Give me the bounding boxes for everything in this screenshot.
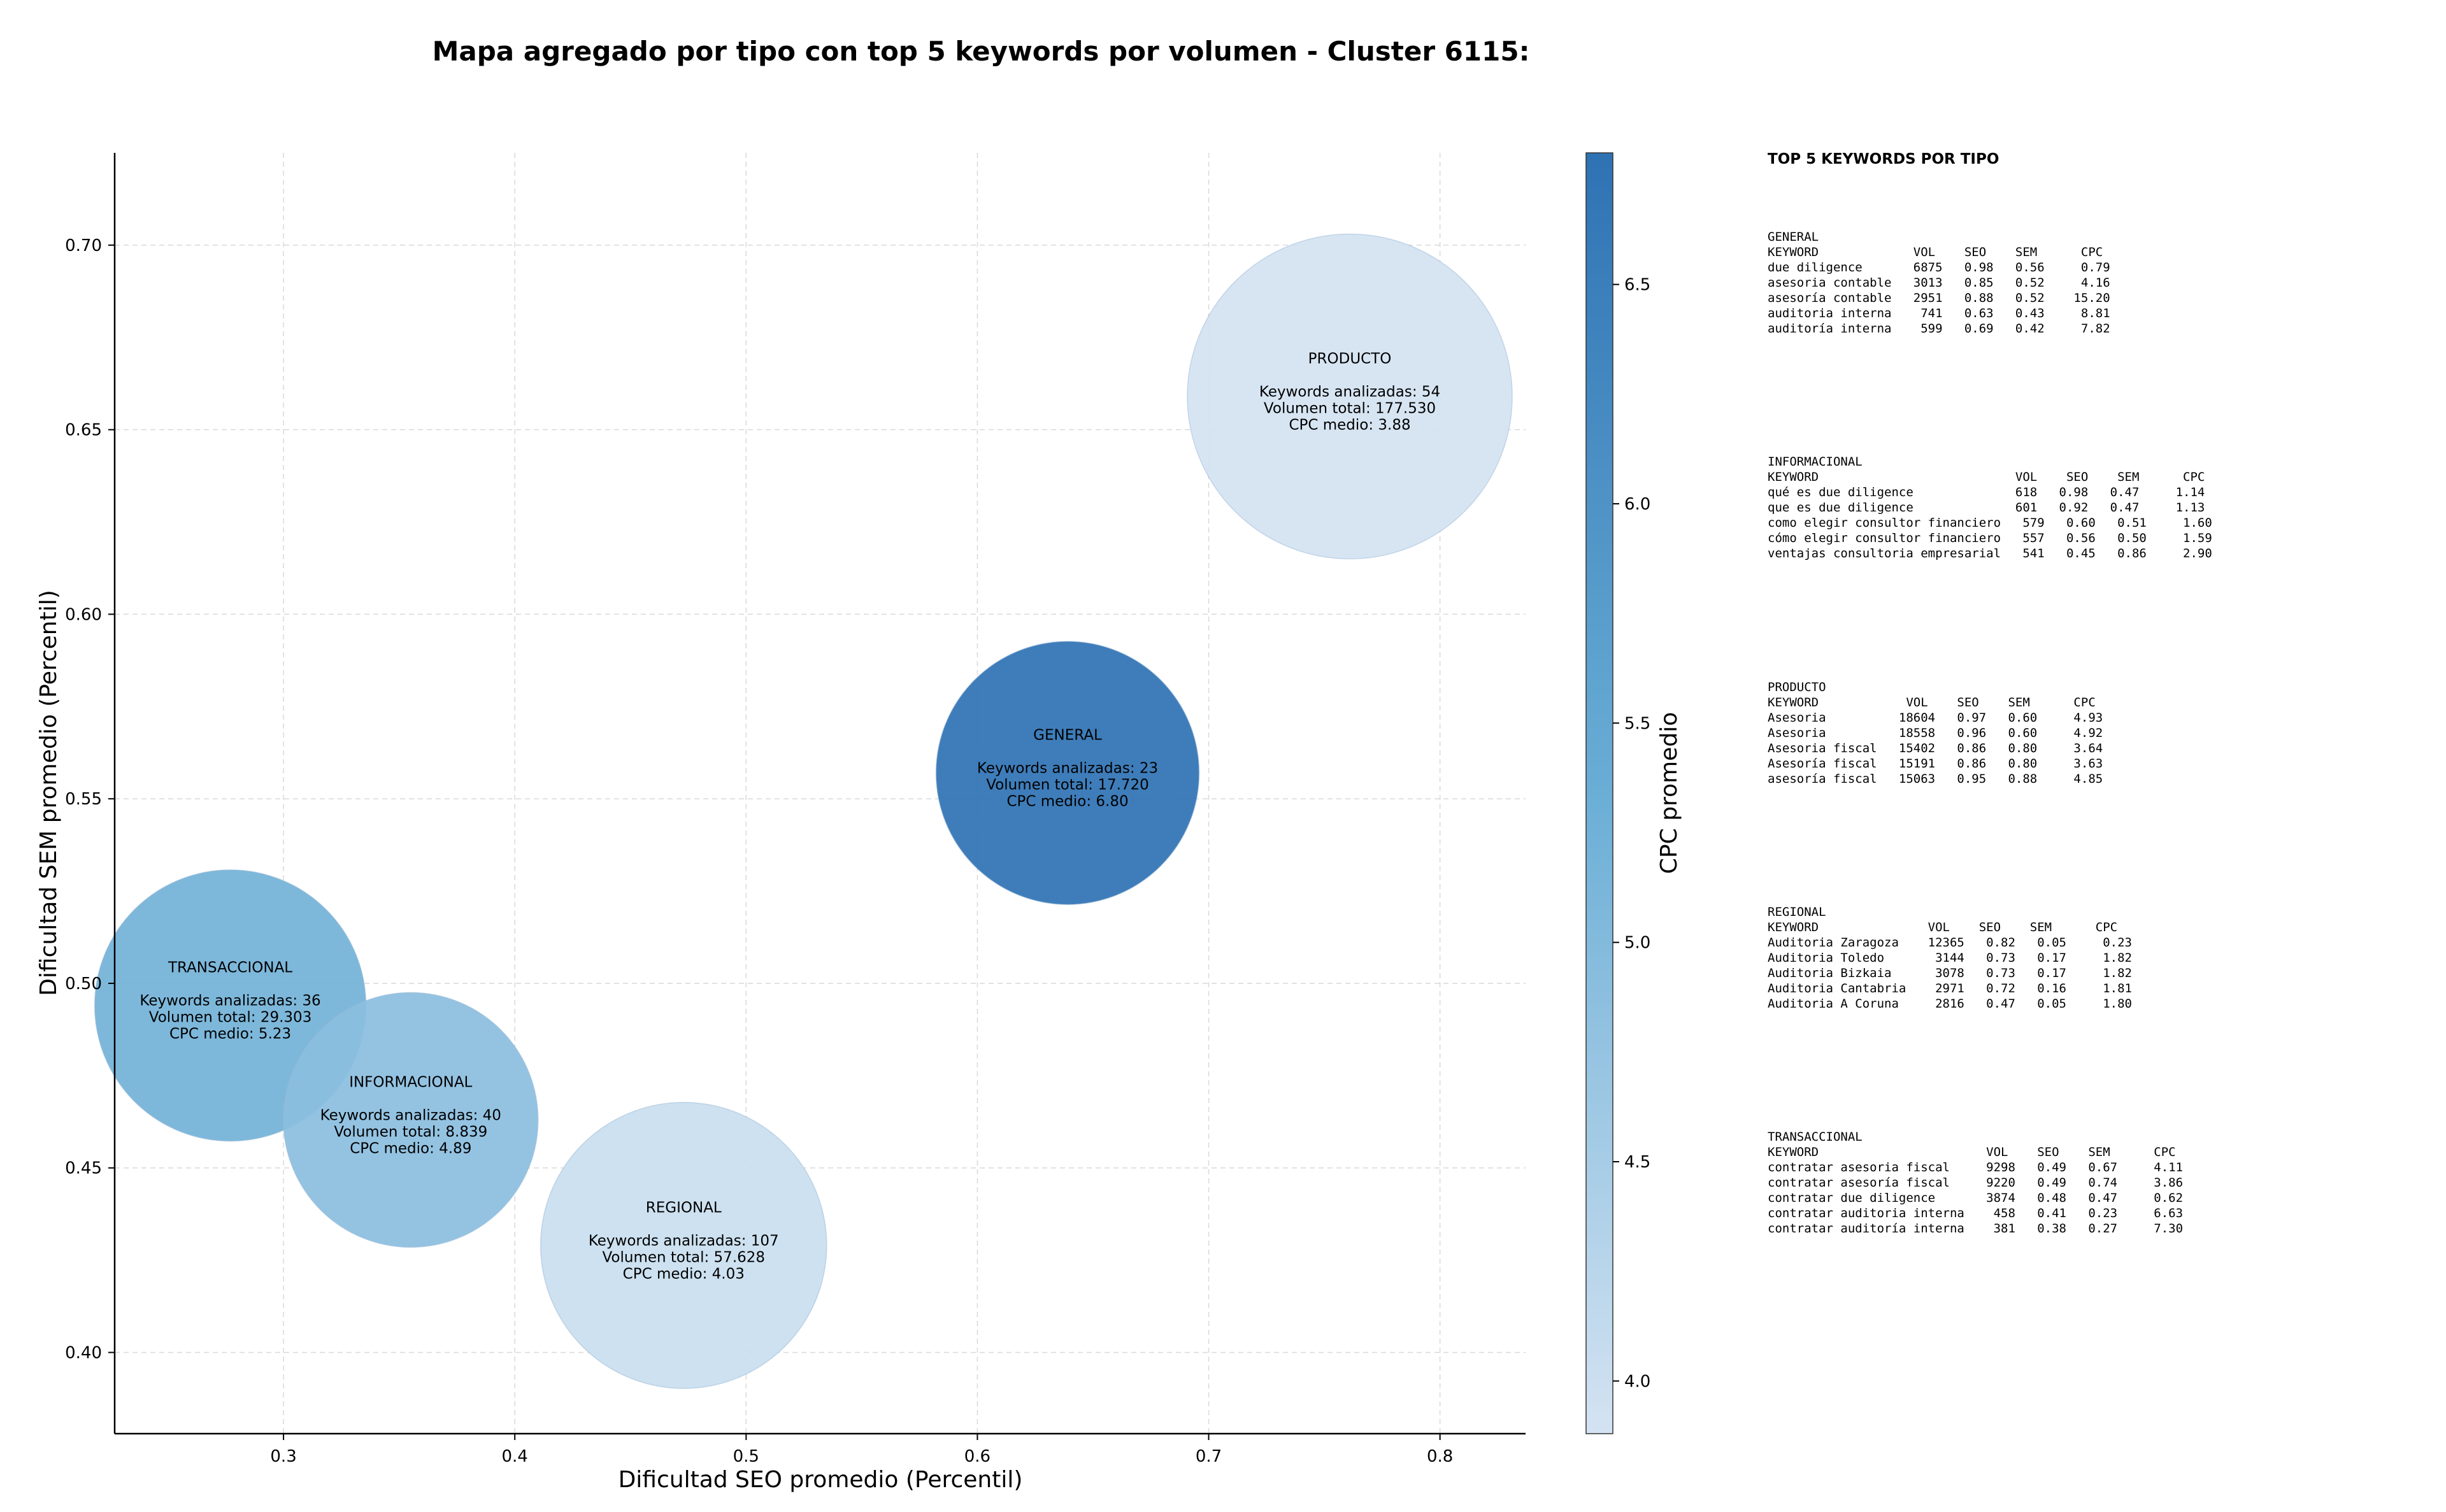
bubble-stat: Volumen total: 177.530 bbox=[1264, 400, 1436, 417]
keyword-table-row: qué es due diligence 618 0.98 0.47 1.14 bbox=[1768, 485, 2205, 499]
y-tick-label: 0.65 bbox=[65, 421, 102, 440]
colorbar-tick-label: 5.0 bbox=[1624, 934, 1650, 953]
bubble-label: TRANSACCIONAL bbox=[168, 960, 292, 976]
x-axis-label: Dificultad SEO promedio (Percentil) bbox=[619, 1467, 1023, 1493]
keyword-table-heading: GENERAL bbox=[1768, 230, 1819, 244]
keyword-table-row: auditoria interna 741 0.63 0.43 8.81 bbox=[1768, 306, 2110, 320]
keyword-table-row: contratar auditoría interna 381 0.38 0.2… bbox=[1768, 1222, 2184, 1236]
bubble-stat: CPC medio: 3.88 bbox=[1289, 417, 1410, 433]
colorbar-gradient bbox=[1585, 152, 1613, 1434]
keyword-table: REGIONAL KEYWORD VOL SEO SEM CPC Auditoria… bbox=[1768, 904, 2132, 1011]
keyword-table-row: como elegir consultor financiero 579 0.6… bbox=[1768, 516, 2212, 530]
keyword-table-row: Auditoria Cantabria 2971 0.72 0.16 1.81 bbox=[1768, 981, 2132, 995]
colorbar-tick-label: 4.5 bbox=[1624, 1153, 1650, 1172]
bubble-stat: CPC medio: 4.89 bbox=[350, 1140, 471, 1157]
keyword-table-row: Asesoria 18558 0.96 0.60 4.92 bbox=[1768, 726, 2103, 740]
keyword-table-row: Asesoria 18604 0.97 0.60 4.93 bbox=[1768, 711, 2103, 725]
x-tick-label: 0.7 bbox=[1196, 1447, 1222, 1466]
bubble-stat: Keywords analizadas: 23 bbox=[977, 760, 1158, 777]
bubble-stat: Keywords analizadas: 54 bbox=[1259, 383, 1440, 400]
ticks: 0.3 0.4 0.5 0.6 0.7 0.8 0.40 0.45 0.50 0.55 0.60 0.… bbox=[65, 236, 1453, 1466]
keyword-table: INFORMACIONAL KEYWORD VOL SEO SEM CPC qué … bbox=[1768, 454, 2212, 561]
keyword-table-header: KEYWORD VOL SEO SEM CPC bbox=[1768, 470, 2205, 484]
keyword-table-row: Auditoria Toledo 3144 0.73 0.17 1.82 bbox=[1768, 951, 2132, 965]
y-tick-label: 0.40 bbox=[65, 1344, 102, 1363]
bubble-stat: Keywords analizadas: 107 bbox=[589, 1232, 779, 1249]
keyword-table-row: contratar due diligence 3874 0.48 0.47 0… bbox=[1768, 1191, 2184, 1205]
bubble-stat: CPC medio: 6.80 bbox=[1006, 794, 1128, 810]
top-keywords-panel: TOP 5 KEYWORDS POR TIPO GENERAL KEYWORD V… bbox=[1768, 150, 2430, 1236]
keyword-table-heading: INFORMACIONAL bbox=[1768, 455, 1863, 469]
bubble-stat: Keywords analizadas: 40 bbox=[320, 1107, 501, 1123]
keyword-table-header: KEYWORD VOL SEO SEM CPC bbox=[1768, 245, 2103, 259]
keyword-table-heading: TRANSACCIONAL bbox=[1768, 1130, 1863, 1144]
x-tick-label: 0.6 bbox=[964, 1447, 991, 1466]
keyword-table-row: contratar asesoria fiscal 9298 0.49 0.67… bbox=[1768, 1160, 2184, 1174]
bubble-stat: Keywords analizadas: 36 bbox=[139, 993, 320, 1009]
y-tick-label: 0.50 bbox=[65, 974, 102, 994]
top-keywords-title: TOP 5 KEYWORDS POR TIPO bbox=[1768, 151, 1999, 168]
colorbar-tick-label: 6.5 bbox=[1624, 276, 1650, 295]
y-tick-label: 0.55 bbox=[65, 790, 102, 809]
keyword-table-row: Asesoria fiscal 15402 0.86 0.80 3.64 bbox=[1768, 741, 2103, 755]
keyword-table-row: asesoría contable 2951 0.88 0.52 15.20 bbox=[1768, 291, 2110, 305]
colorbar-label: CPC promedio bbox=[1656, 712, 1682, 874]
bubble-regional: REGIONAL Keywords analizadas: 107Volumen … bbox=[540, 1102, 827, 1389]
keyword-table-row: due diligence 6875 0.98 0.56 0.79 bbox=[1768, 260, 2110, 275]
y-tick-label: 0.60 bbox=[65, 605, 102, 624]
bubble-stat: CPC medio: 5.23 bbox=[169, 1026, 291, 1043]
bubble-label: GENERAL bbox=[1033, 727, 1102, 744]
y-axis-label: Dificultad SEM promedio (Percentil) bbox=[36, 590, 62, 996]
bubble-informacional: INFORMACIONAL Keywords analizadas: 40Volu… bbox=[283, 992, 539, 1248]
bubble-stat: Volumen total: 17.720 bbox=[986, 777, 1149, 794]
bubble-stat: Volumen total: 8.839 bbox=[334, 1123, 487, 1140]
colorbar-tick-label: 4.0 bbox=[1624, 1372, 1650, 1391]
keyword-table-row: asesoria contable 3013 0.85 0.52 4.16 bbox=[1768, 276, 2110, 290]
colorbar-tick-label: 5.5 bbox=[1624, 714, 1650, 733]
keyword-table-row: Auditoria A Coruna 2816 0.47 0.05 1.80 bbox=[1768, 997, 2132, 1011]
bubble-mark bbox=[540, 1102, 827, 1389]
keyword-table-row: Auditoria Zaragoza 12365 0.82 0.05 0.23 bbox=[1768, 936, 2132, 950]
chart-title: Mapa agregado por tipo con top 5 keyword… bbox=[433, 36, 1530, 67]
keyword-table-row: cómo elegir consultor financiero 557 0.5… bbox=[1768, 531, 2212, 545]
x-tick-label: 0.8 bbox=[1427, 1447, 1453, 1466]
bubble-stat: Volumen total: 29.303 bbox=[149, 1009, 312, 1026]
keyword-table-row: contratar auditoria interna 458 0.41 0.2… bbox=[1768, 1206, 2184, 1220]
keyword-table-row: ventajas consultoria empresarial 541 0.4… bbox=[1768, 546, 2212, 560]
keyword-table-row: auditoría interna 599 0.69 0.42 7.82 bbox=[1768, 322, 2110, 336]
keyword-table-row: Asesoría fiscal 15191 0.86 0.80 3.63 bbox=[1768, 757, 2103, 771]
colorbar-tick-label: 6.0 bbox=[1624, 495, 1650, 514]
keyword-table: PRODUCTO KEYWORD VOL SEO SEM CPC Asesoria … bbox=[1768, 680, 2103, 787]
keyword-table-row: que es due diligence 601 0.92 0.47 1.13 bbox=[1768, 501, 2205, 515]
keyword-table-header: KEYWORD VOL SEO SEM CPC bbox=[1768, 920, 2118, 934]
keyword-table-heading: PRODUCTO bbox=[1768, 680, 1826, 694]
bubble-mark bbox=[1187, 233, 1513, 560]
y-tick-label: 0.70 bbox=[65, 236, 102, 255]
bubble-label: REGIONAL bbox=[646, 1199, 722, 1216]
bubble-stat: Volumen total: 57.628 bbox=[602, 1249, 765, 1266]
x-tick-label: 0.5 bbox=[733, 1447, 759, 1466]
keyword-table-row: Auditoria Bizkaia 3078 0.73 0.17 1.82 bbox=[1768, 966, 2132, 980]
keyword-table: GENERAL KEYWORD VOL SEO SEM CPC due dilige… bbox=[1768, 229, 2110, 336]
axes bbox=[113, 153, 1526, 1435]
keyword-table-header: KEYWORD VOL SEO SEM CPC bbox=[1768, 695, 2096, 710]
bubble-stat: CPC medio: 4.03 bbox=[623, 1266, 745, 1282]
colorbar: 4.0 4.5 5.0 5.5 6.0 6.5 CPC promedio bbox=[1585, 152, 1682, 1434]
keyword-table: TRANSACCIONAL KEYWORD VOL SEO SEM CPC cont… bbox=[1768, 1129, 2183, 1236]
keyword-table-row: asesoría fiscal 15063 0.95 0.88 4.85 bbox=[1768, 772, 2103, 786]
bubble-mark bbox=[283, 992, 539, 1248]
bubble-label: PRODUCTO bbox=[1308, 350, 1392, 367]
keyword-table-heading: REGIONAL bbox=[1768, 905, 1826, 919]
keyword-table-row: contratar asesoría fiscal 9220 0.49 0.74… bbox=[1768, 1176, 2184, 1190]
bubble-mark bbox=[935, 641, 1200, 905]
y-tick-label: 0.45 bbox=[65, 1159, 102, 1178]
x-tick-label: 0.4 bbox=[502, 1447, 528, 1466]
keyword-table-header: KEYWORD VOL SEO SEM CPC bbox=[1768, 1145, 2176, 1159]
x-tick-label: 0.3 bbox=[270, 1447, 296, 1466]
bubble-label: INFORMACIONAL bbox=[349, 1074, 472, 1090]
